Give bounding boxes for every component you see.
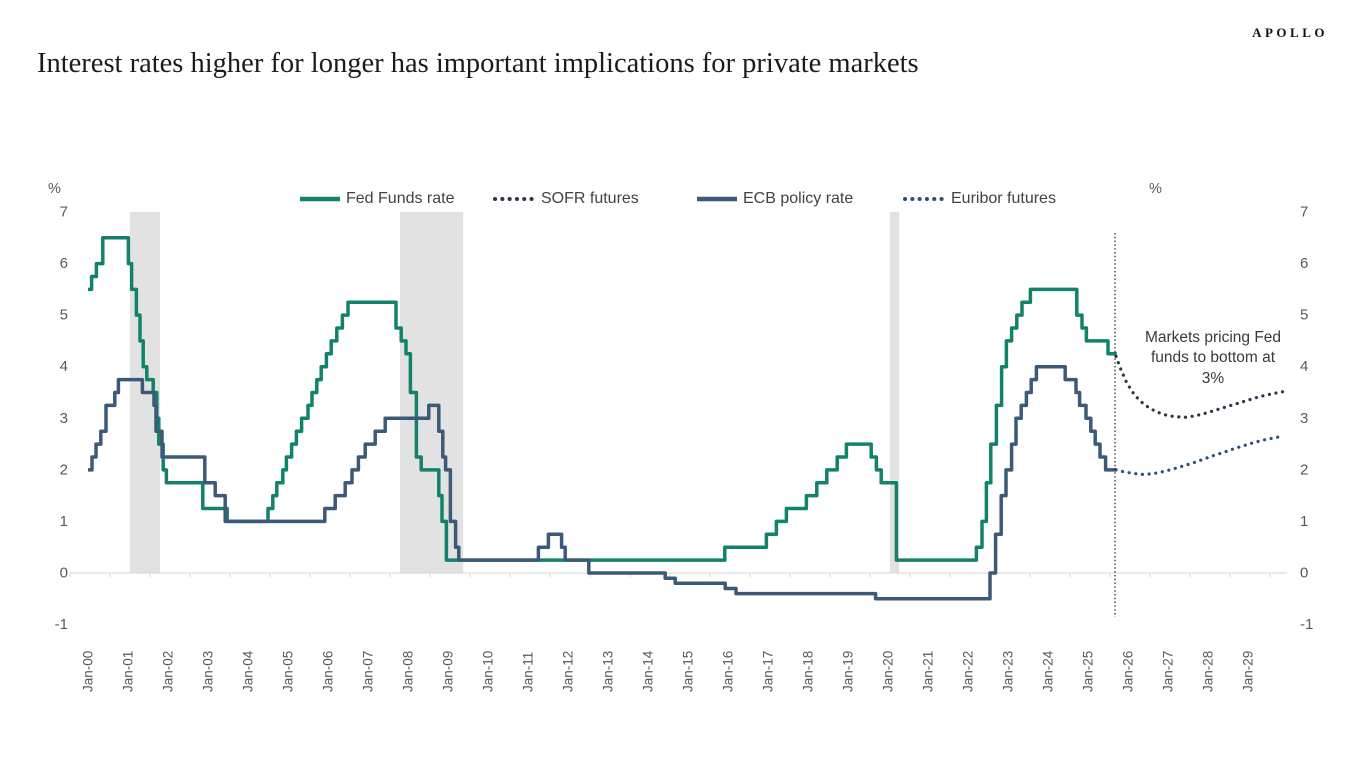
x-axis-tick-label: Jan-08	[401, 651, 416, 692]
legend-item-sofr-futures: SOFR futures	[491, 188, 639, 210]
x-axis-tick-label: Jan-27	[1161, 651, 1176, 692]
x-axis-tick-label: Jan-10	[481, 651, 496, 692]
x-axis-tick-label: Jan-21	[921, 651, 936, 692]
x-axis-tick-label: Jan-19	[841, 651, 856, 692]
x-axis-tick-label: Jan-28	[1201, 651, 1216, 692]
y-axis-tick-label-right: 5	[1300, 307, 1308, 324]
y-axis-tick-label-left: 6	[60, 255, 68, 272]
x-axis-tick-label: Jan-01	[121, 651, 136, 692]
x-axis-tick-label: Jan-11	[521, 652, 536, 692]
y-axis-tick-label-right: 4	[1300, 358, 1308, 375]
y-axis-tick-label-right: 7	[1300, 204, 1308, 221]
x-axis-tick-label: Jan-09	[441, 651, 456, 692]
euribor-dotted-swatch-icon	[903, 197, 947, 201]
y-axis-tick-label-left: -1	[55, 616, 68, 633]
x-axis-tick-label: Jan-17	[761, 651, 776, 692]
x-axis-tick-label: Jan-15	[681, 651, 696, 692]
x-axis-tick-label: Jan-05	[281, 651, 296, 692]
y-axis-tick-label-left: 0	[60, 565, 68, 582]
y-axis-tick-label-left: 2	[60, 461, 68, 478]
legend-label: ECB policy rate	[743, 190, 854, 207]
x-axis-tick-label: Jan-16	[721, 651, 736, 692]
y-axis-tick-label-left: 3	[60, 410, 68, 427]
x-axis-tick-label: Jan-26	[1121, 651, 1136, 692]
y-axis-tick-label-right: -1	[1300, 616, 1313, 633]
ecb-line-swatch-icon	[697, 196, 737, 202]
y-axis-tick-label-right: 3	[1300, 410, 1308, 427]
series-line-euribor-futures	[1114, 434, 1286, 477]
x-axis-tick-label: Jan-04	[241, 650, 256, 692]
y-axis-unit-right: %	[1149, 181, 1162, 197]
x-axis-tick-label: Jan-03	[201, 651, 216, 692]
legend-label: SOFR futures	[541, 190, 639, 207]
y-axis-tick-label-right: 0	[1300, 565, 1308, 582]
annotation-line: funds to bottom at	[1150, 349, 1276, 367]
series-line-fed-funds-rate	[88, 236, 1117, 562]
x-axis-tick-label: Jan-02	[161, 651, 176, 692]
fed-bottom-annotation: Markets pricing Fed funds to bottom at 3…	[1127, 328, 1299, 389]
series-line-sofr-futures	[1114, 354, 1286, 419]
x-axis-tick-label: Jan-18	[801, 651, 816, 692]
x-axis-tick-label: Jan-25	[1081, 651, 1096, 692]
x-axis-tick-label: Jan-13	[601, 651, 616, 692]
y-axis-tick-label-right: 6	[1300, 255, 1308, 272]
legend-item-ecb-policy: ECB policy rate	[695, 188, 853, 210]
x-axis-tick-label: Jan-22	[961, 651, 976, 692]
y-axis-tick-label-left: 7	[60, 204, 68, 221]
legend-item-fed-funds: Fed Funds rate	[298, 188, 455, 210]
recession-band	[890, 212, 900, 573]
y-axis-tick-label-right: 1	[1300, 513, 1308, 530]
fed-funds-line-swatch-icon	[300, 196, 340, 202]
legend-item-euribor-futures: Euribor futures	[901, 188, 1056, 210]
page-title: Interest rates higher for longer has imp…	[37, 48, 919, 79]
x-axis-tick-label: Jan-06	[321, 651, 336, 692]
x-axis-tick-label: Jan-12	[561, 651, 576, 692]
x-axis-tick-label: Jan-29	[1241, 651, 1256, 692]
chart-legend: Fed Funds rate SOFR futures ECB policy r…	[0, 188, 1366, 210]
legend-label: Fed Funds rate	[346, 190, 455, 207]
y-axis-tick-label-left: 4	[60, 358, 68, 375]
x-axis-tick-label: Jan-23	[1001, 651, 1016, 692]
annotation-line: 3%	[1201, 369, 1225, 387]
y-axis-tick-label-right: 2	[1300, 461, 1308, 478]
apollo-logo: APOLLO	[1252, 25, 1328, 40]
y-axis-tick-label-left: 5	[60, 307, 68, 324]
annotation-line: Markets pricing Fed	[1144, 329, 1282, 346]
legend-label: Euribor futures	[951, 190, 1056, 207]
x-axis-tick-label: Jan-07	[361, 651, 376, 692]
y-axis-unit-left: %	[48, 181, 61, 197]
x-axis-tick-label: Jan-24	[1041, 650, 1056, 692]
x-axis-tick-label: Jan-20	[881, 651, 896, 692]
series-line-ecb-policy-rate	[88, 364, 1117, 601]
sofr-dotted-swatch-icon	[493, 197, 537, 201]
y-axis-tick-label-left: 1	[60, 513, 68, 530]
x-axis-tick-label: Jan-14	[641, 650, 656, 692]
x-axis-tick-label: Jan-00	[81, 651, 96, 692]
